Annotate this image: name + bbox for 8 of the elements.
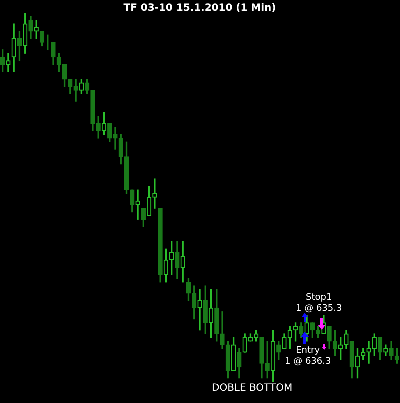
chart-title: TF 03-10 15.1.2010 (1 Min) <box>122 3 278 14</box>
candlestick <box>198 289 202 331</box>
candlestick <box>152 178 158 209</box>
candlestick <box>6 53 11 72</box>
text: DOBLE BOTTOM <box>212 383 293 394</box>
annotation: Entry 1 @ 636.3 <box>285 346 332 368</box>
annotation: Stop1 1 @ 635.3 <box>296 293 342 315</box>
candlestick <box>136 190 140 220</box>
